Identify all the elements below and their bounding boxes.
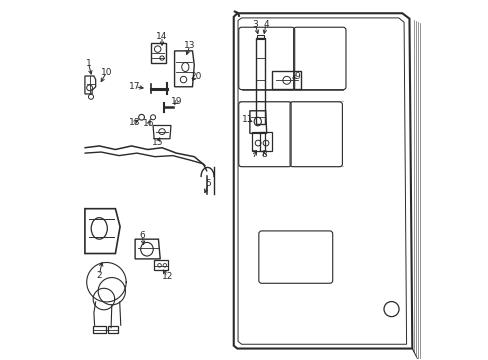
Bar [251,132,264,151]
Text: 20: 20 [190,72,202,81]
Text: 7: 7 [251,150,257,159]
Text: 16: 16 [142,119,154,128]
Bar [154,260,168,270]
Text: 11: 11 [242,115,253,124]
Bar [107,325,117,333]
Text: 17: 17 [129,82,141,91]
Text: 14: 14 [156,32,167,41]
Bar [259,132,272,151]
Bar [93,325,105,333]
Text: 10: 10 [101,68,112,77]
Text: 1: 1 [85,59,91,68]
Text: 13: 13 [184,41,195,50]
Text: 6: 6 [139,231,145,240]
Bar [257,35,264,40]
Text: 18: 18 [128,118,140,127]
Text: 9: 9 [294,72,300,81]
Text: 12: 12 [162,272,173,281]
Text: 2: 2 [96,270,102,279]
Text: 4: 4 [263,19,268,28]
Text: 15: 15 [152,138,163,147]
Text: 3: 3 [252,19,258,28]
Text: 19: 19 [171,96,183,105]
Bar [272,71,301,89]
Bar [256,39,264,125]
Text: 8: 8 [261,150,267,159]
Text: 5: 5 [205,179,211,188]
